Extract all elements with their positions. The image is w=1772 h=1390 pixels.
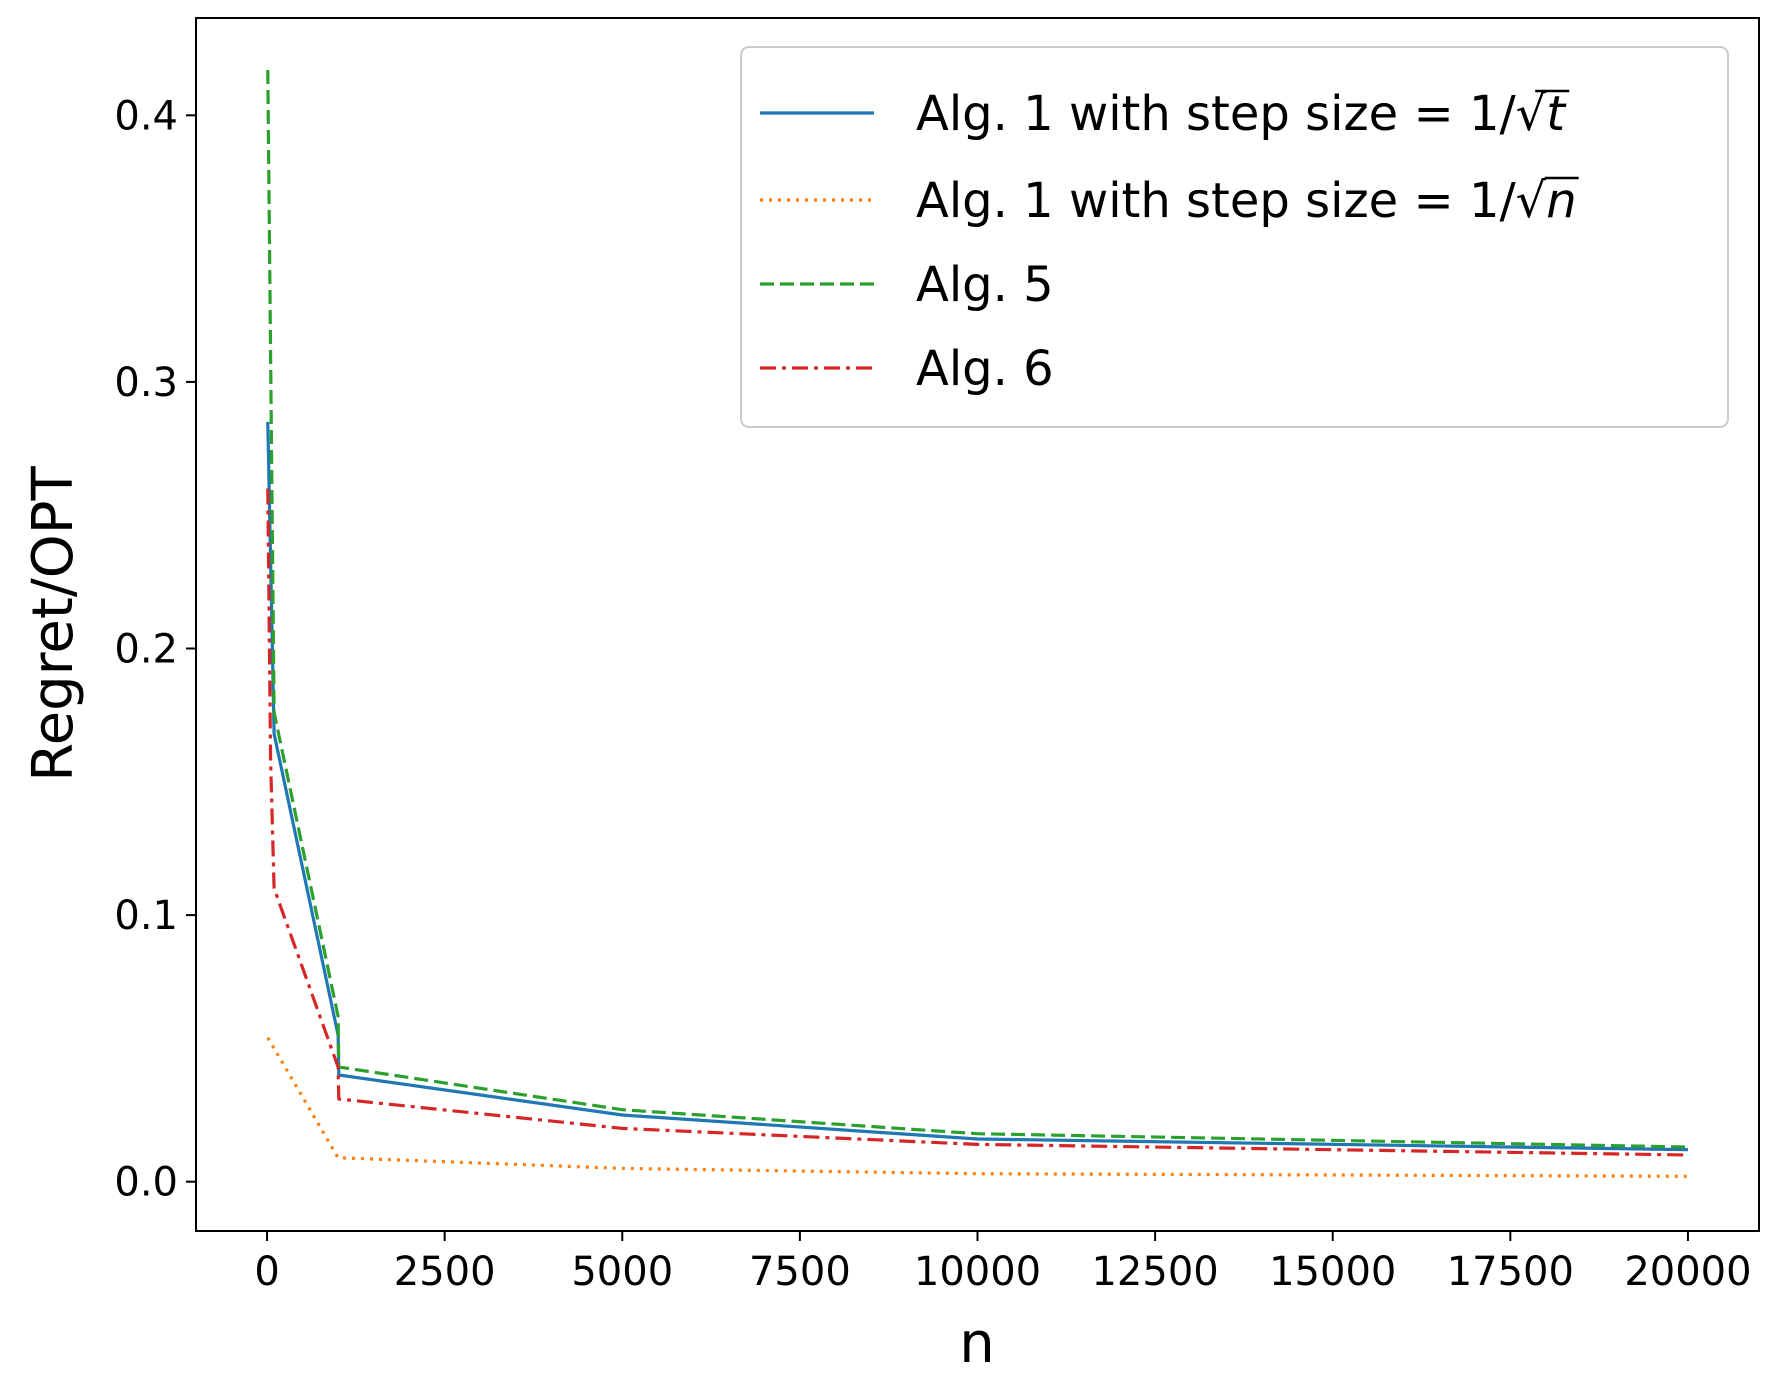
legend-label-text: Alg. 6 bbox=[916, 341, 1054, 397]
legend-label-3: Alg. 5 bbox=[916, 257, 1054, 313]
series-line-2 bbox=[266, 1036, 1689, 1178]
x-axis: 0 2500 5000 7500 10000 12500 15000 17500 20000 bbox=[254, 1231, 1752, 1295]
legend-label-1: Alg. 1 with step size = 1/√t bbox=[916, 86, 1567, 142]
legend-label-text: Alg. 5 bbox=[916, 257, 1054, 313]
x-tick-label: 7500 bbox=[749, 1249, 851, 1295]
y-axis-title: Regret/OPT bbox=[21, 465, 86, 781]
legend-label-4: Alg. 6 bbox=[916, 341, 1054, 397]
series-line-1 bbox=[266, 421, 1689, 1152]
series-line-4 bbox=[266, 488, 1689, 1157]
x-tick-label: 5000 bbox=[571, 1249, 673, 1295]
y-tick-label: 0.4 bbox=[114, 93, 178, 139]
legend-label-text: Alg. 1 with step size = 1/√ bbox=[916, 173, 1547, 229]
y-tick-label: 0.1 bbox=[114, 893, 178, 939]
y-axis: 0.0 0.1 0.2 0.3 0.4 bbox=[114, 93, 196, 1206]
legend-label-text: Alg. 1 with step size = 1/√ bbox=[916, 86, 1547, 142]
x-axis-title: n bbox=[959, 1311, 995, 1376]
y-tick-label: 0.2 bbox=[114, 626, 178, 672]
y-tick-label: 0.0 bbox=[114, 1160, 178, 1206]
x-tick-label: 0 bbox=[254, 1249, 279, 1295]
legend-frame bbox=[740, 46, 1729, 428]
x-tick-label: 2500 bbox=[394, 1249, 496, 1295]
x-tick-label: 15000 bbox=[1269, 1249, 1396, 1295]
legend-label-variable: t bbox=[1546, 86, 1567, 142]
x-tick-label: 10000 bbox=[914, 1249, 1041, 1295]
x-tick-label: 12500 bbox=[1091, 1249, 1218, 1295]
legend-label-variable: n bbox=[1546, 173, 1576, 229]
x-tick-label: 17500 bbox=[1447, 1249, 1574, 1295]
legend-label-2: Alg. 1 with step size = 1/√n bbox=[916, 173, 1577, 229]
x-tick-label: 20000 bbox=[1624, 1249, 1751, 1295]
series-layer bbox=[266, 69, 1689, 1178]
y-tick-label: 0.3 bbox=[114, 360, 178, 406]
